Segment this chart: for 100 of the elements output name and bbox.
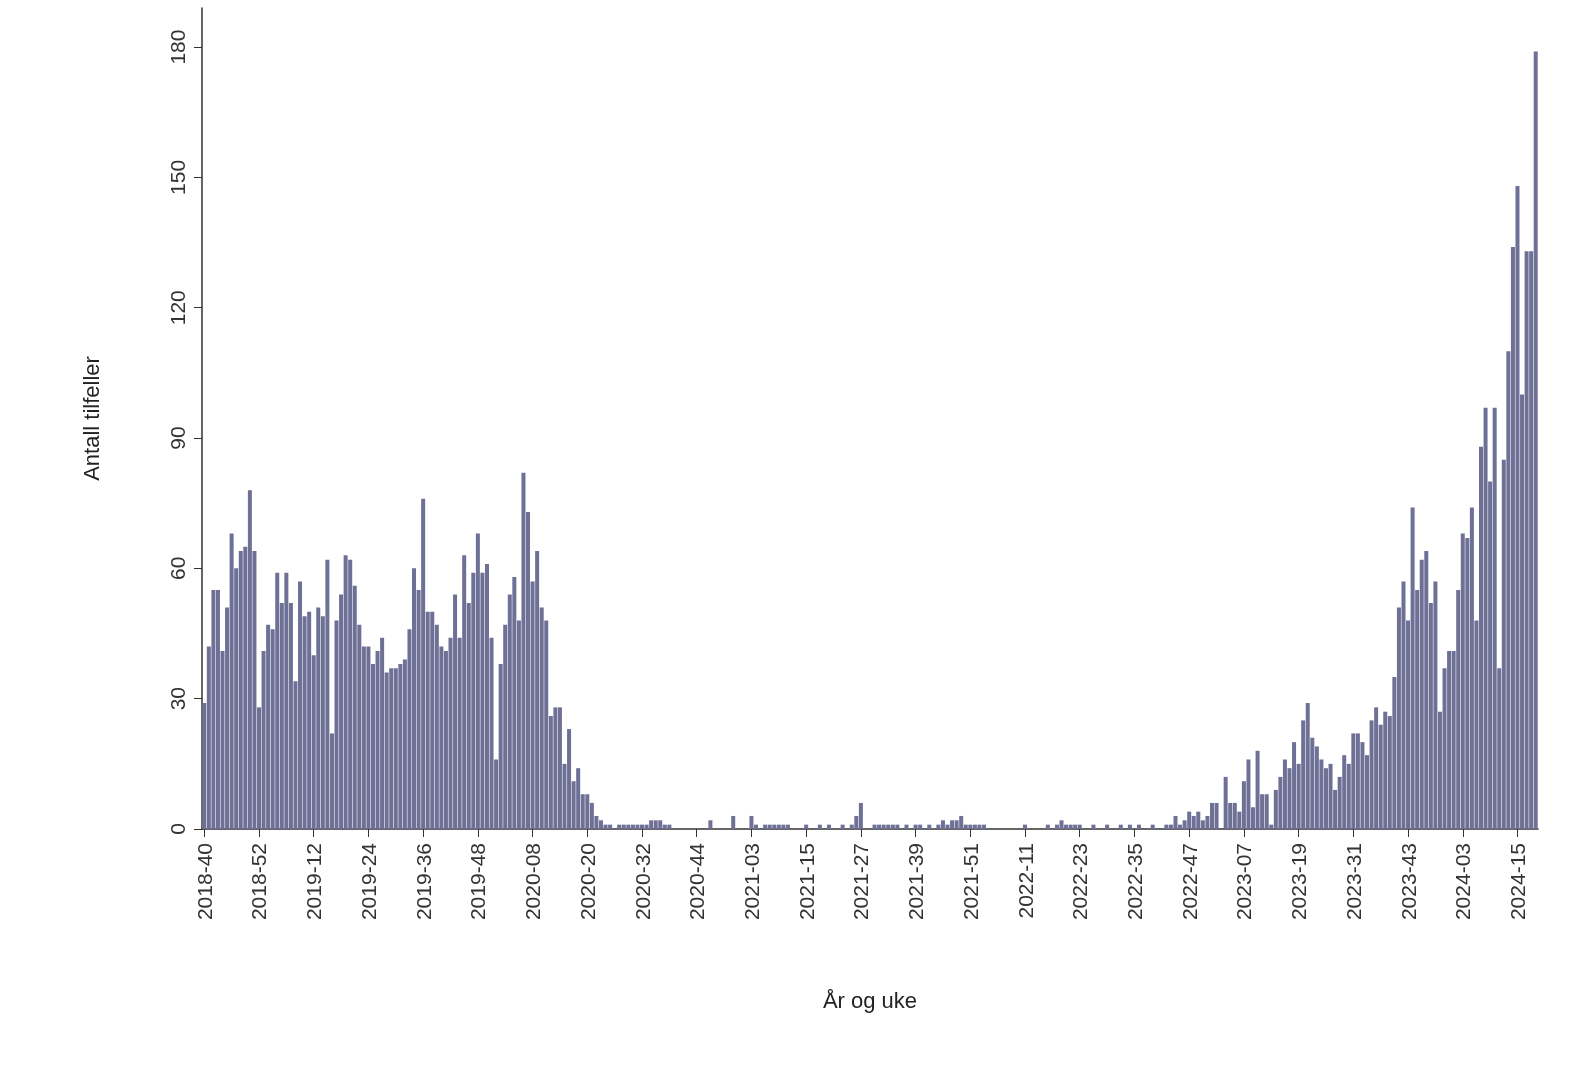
bar	[1515, 186, 1520, 829]
bar	[1374, 707, 1379, 829]
bar	[1460, 533, 1465, 829]
bar	[781, 824, 786, 829]
bar	[1328, 763, 1333, 829]
y-tick-label: 30	[166, 687, 189, 711]
bar	[1410, 507, 1415, 829]
bar	[608, 824, 613, 829]
bar	[817, 824, 822, 829]
bar	[840, 824, 845, 829]
x-tick-label: 2022-35	[1122, 843, 1146, 921]
bar	[1127, 824, 1132, 829]
bar	[343, 555, 348, 829]
bar	[644, 824, 649, 829]
bar	[430, 611, 435, 829]
bar	[708, 820, 713, 829]
bar	[872, 824, 877, 829]
bar	[1118, 824, 1123, 829]
bar	[316, 607, 321, 829]
bar	[1059, 820, 1064, 829]
bar	[247, 490, 252, 829]
x-tick-label: 2018-40	[192, 843, 216, 921]
bar	[1255, 750, 1260, 829]
bar	[389, 668, 394, 829]
bar	[1342, 755, 1347, 829]
bar	[1045, 824, 1050, 829]
bar	[886, 824, 891, 829]
bar	[731, 815, 736, 829]
bar	[630, 824, 635, 829]
bar	[890, 824, 895, 829]
bar	[553, 707, 558, 829]
bar	[576, 768, 581, 829]
y-tick-label: 120	[166, 290, 189, 326]
bar	[877, 824, 882, 829]
bar	[1492, 407, 1497, 829]
bar	[1196, 811, 1201, 829]
bar	[1214, 802, 1219, 829]
bar	[658, 820, 663, 829]
x-tick-label: 2023-43	[1396, 843, 1420, 921]
bar	[767, 824, 772, 829]
bar	[945, 824, 950, 829]
bar	[1264, 794, 1269, 829]
bar	[1424, 550, 1429, 829]
bar	[968, 824, 973, 829]
bar	[649, 820, 654, 829]
bar	[1533, 51, 1538, 829]
bar	[1073, 824, 1078, 829]
bar	[512, 577, 517, 829]
x-tick-label: 2020-08	[521, 843, 545, 921]
bar	[1355, 733, 1360, 829]
bar	[977, 824, 982, 829]
bar	[904, 824, 909, 829]
bar	[1164, 824, 1169, 829]
x-tick-label: 2023-07	[1232, 843, 1256, 921]
bar	[284, 572, 289, 829]
x-tick-label: 2021-03	[739, 843, 763, 921]
bar	[521, 472, 526, 829]
bar	[1469, 507, 1474, 829]
bar	[617, 824, 622, 829]
bar	[603, 824, 608, 829]
bar	[858, 802, 863, 829]
bar	[229, 533, 234, 829]
bar	[785, 824, 790, 829]
bar	[275, 572, 280, 829]
bar	[772, 824, 777, 829]
x-tick-label: 2020-20	[575, 843, 599, 921]
x-tick-label: 2019-36	[411, 843, 435, 921]
bar	[393, 668, 398, 829]
bar	[918, 824, 923, 829]
bar	[366, 646, 371, 829]
bar	[1091, 824, 1096, 829]
x-tick-label: 2022-23	[1068, 843, 1092, 921]
x-tick-label: 2019-24	[356, 842, 380, 921]
bar	[475, 533, 480, 829]
y-tick-label: 150	[166, 159, 189, 195]
bar	[325, 559, 330, 829]
x-tick-label: 2018-52	[247, 843, 271, 921]
bar	[1064, 824, 1069, 829]
x-tick-label: 2019-12	[302, 843, 326, 921]
bar	[1433, 581, 1438, 829]
bar	[1305, 703, 1310, 829]
x-tick-label: 2023-31	[1341, 843, 1365, 921]
bar	[954, 820, 959, 829]
bar	[1173, 815, 1178, 829]
y-tick-label: 90	[166, 426, 189, 450]
bar	[348, 559, 353, 829]
bar	[749, 815, 754, 829]
bar	[1150, 824, 1155, 829]
bar	[981, 824, 986, 829]
x-tick-label: 2024-15	[1505, 843, 1529, 921]
x-tick-label: 2019-48	[466, 843, 490, 921]
bar	[535, 550, 540, 829]
x-tick-label: 2020-44	[685, 842, 709, 921]
bar	[585, 794, 590, 829]
bar	[881, 824, 886, 829]
bar	[621, 824, 626, 829]
bar	[667, 824, 672, 829]
bar	[1068, 824, 1073, 829]
bar	[462, 555, 467, 829]
x-tick-label: 2022-11	[1013, 843, 1037, 919]
